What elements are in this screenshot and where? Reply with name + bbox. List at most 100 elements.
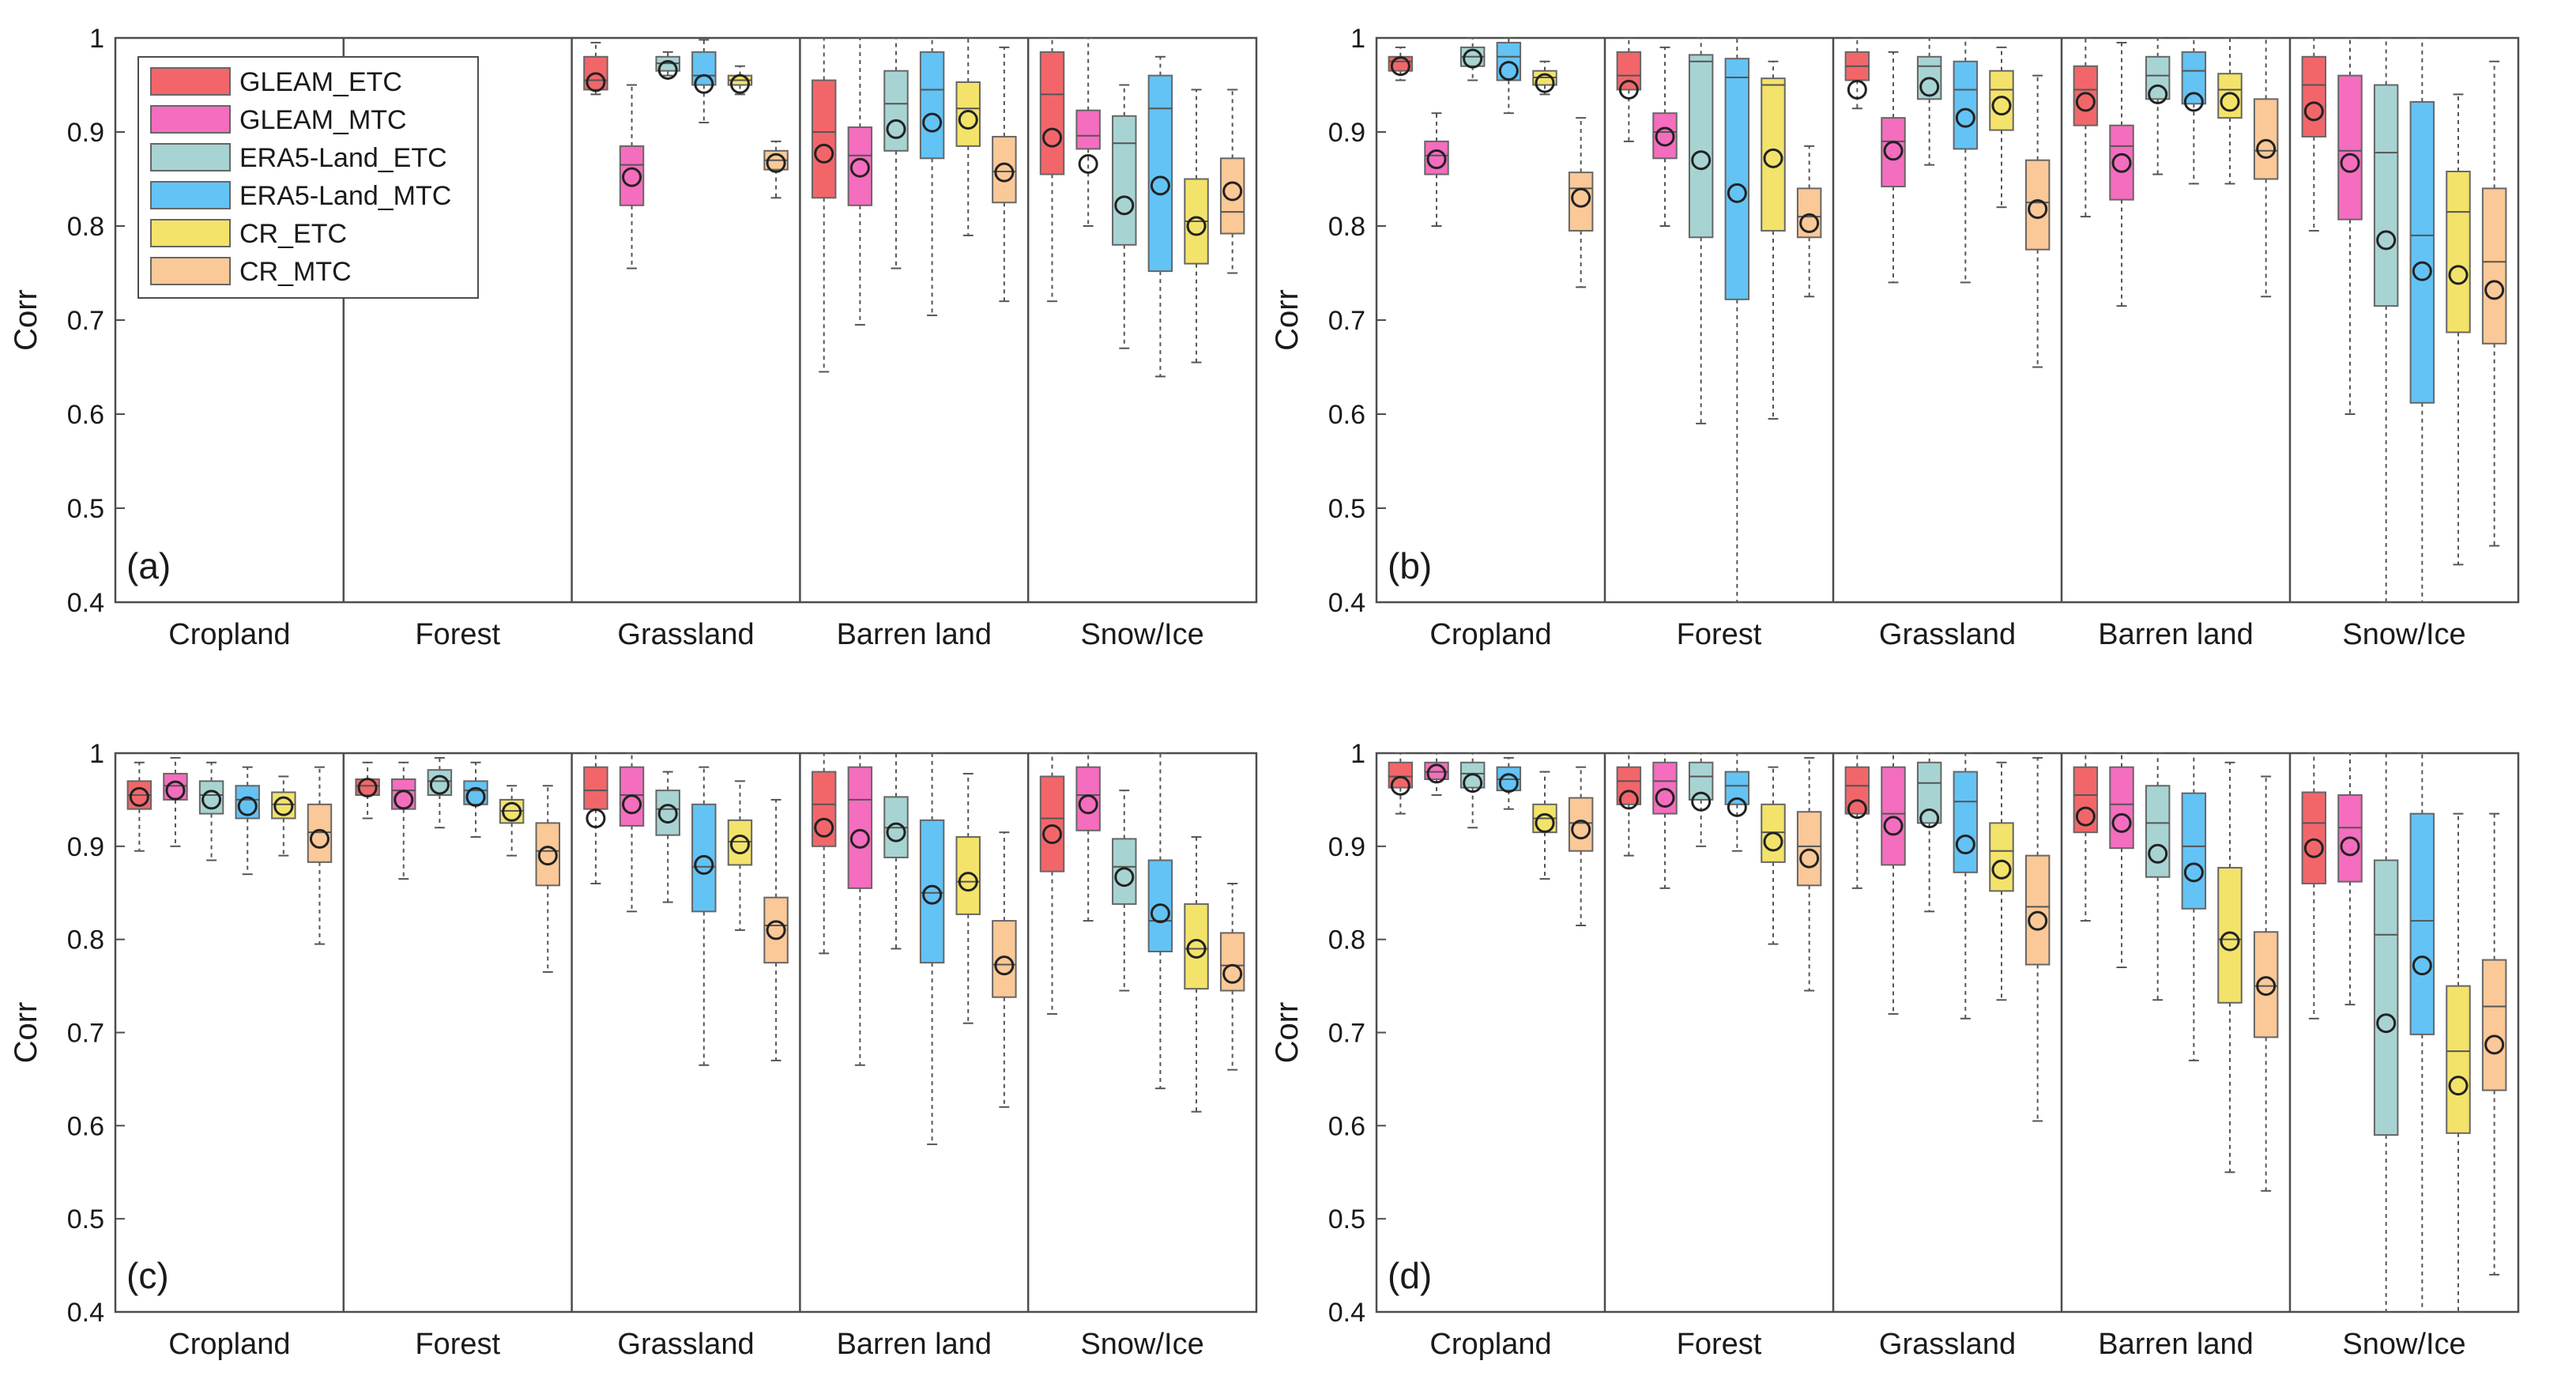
iqr-box (2073, 65, 2099, 126)
y-tick-label: 0.6 (1328, 1111, 1365, 1141)
y-tick-label: 0.4 (1328, 588, 1365, 618)
box-ERA5-Land_MTC (2181, 752, 2207, 1061)
iqr-box (1953, 771, 1979, 873)
mean-marker (1883, 141, 1904, 161)
y-axis-label: Corr (1270, 289, 1305, 351)
mean-marker (429, 775, 450, 795)
mean-marker (465, 786, 486, 807)
box-ERA5-Land_MTC (919, 37, 945, 317)
box-GLEAM_MTC (847, 752, 873, 1066)
mean-marker (1955, 834, 1975, 854)
legend-label: GLEAM_ETC (239, 67, 402, 97)
box-GLEAM_MTC (847, 37, 873, 326)
iqr-box (955, 836, 981, 915)
iqr-box (691, 803, 717, 913)
box-CR_MTC (763, 798, 789, 1061)
mean-marker (1390, 56, 1410, 77)
box-GLEAM_MTC (1424, 752, 1449, 797)
y-tick-label: 0.4 (67, 588, 104, 618)
iqr-box (2409, 100, 2435, 404)
box-GLEAM_ETC (583, 752, 608, 884)
iqr-box (1688, 761, 1714, 801)
iqr-box (1075, 109, 1101, 150)
iqr-box (1112, 838, 1137, 905)
category-label: Grassland (617, 618, 754, 651)
mean-marker (849, 828, 870, 849)
iqr-box (1724, 58, 1750, 300)
legend-swatch (150, 257, 231, 285)
box-CR_MTC (763, 140, 789, 199)
mean-marker (394, 790, 414, 810)
iqr-box (919, 51, 945, 160)
mean-marker (1571, 820, 1591, 840)
box-ERA5-Land_MTC (1496, 37, 1522, 115)
box-GLEAM_ETC (1616, 37, 1642, 142)
mean-marker (2075, 92, 2096, 112)
box-GLEAM_ETC (2073, 37, 2099, 218)
y-tick-label: 0.9 (1328, 832, 1365, 862)
mean-marker (2376, 230, 2397, 251)
iqr-box (1796, 187, 1822, 239)
category-label: Barren land (837, 1328, 992, 1361)
box-ERA5-Land_MTC (2181, 37, 2207, 185)
box-ERA5-Land_ETC (1459, 37, 1486, 81)
box-GLEAM_MTC (2337, 752, 2363, 1006)
box-ERA5-Land_ETC (1112, 84, 1137, 349)
mean-marker (1655, 788, 1675, 808)
mean-marker (537, 846, 558, 866)
mean-marker (1114, 867, 1135, 888)
y-tick-label: 0.9 (67, 118, 104, 148)
box-CR_MTC (1796, 756, 1822, 992)
mean-marker (1847, 799, 1867, 820)
y-tick-label: 0.7 (67, 306, 104, 336)
box-ERA5-Land_ETC (1688, 37, 1714, 424)
iqr-box (2301, 791, 2327, 884)
mean-marker (1078, 153, 1098, 174)
box-ERA5-Land_MTC (1496, 756, 1522, 810)
mean-marker (1847, 79, 1867, 100)
iqr-box (2181, 51, 2207, 105)
category-label: Cropland (1429, 618, 1551, 651)
box-GLEAM_MTC (619, 84, 645, 269)
y-tick-label: 1 (1350, 739, 1365, 769)
iqr-box (2481, 959, 2507, 1091)
box-GLEAM_ETC (126, 761, 153, 852)
box-CR_MTC (1796, 145, 1822, 298)
mean-marker (886, 119, 906, 139)
box-CR_ETC (1989, 46, 2014, 209)
category-label: Forest (1677, 1328, 1762, 1361)
iqr-box (1616, 51, 1642, 91)
mean-marker (2448, 1076, 2469, 1096)
box-GLEAM_MTC (1075, 752, 1101, 922)
mean-marker (766, 920, 786, 940)
mean-marker (2376, 1013, 2397, 1034)
mean-marker (849, 157, 870, 178)
mean-marker (586, 72, 606, 92)
box-GLEAM_ETC (2301, 37, 2327, 232)
box-GLEAM_ETC (1844, 752, 1870, 889)
box-ERA5-Land_ETC (1112, 790, 1137, 992)
mean-marker (2256, 976, 2277, 997)
iqr-box (1112, 115, 1137, 246)
box-GLEAM_MTC (163, 756, 188, 847)
iqr-box (1219, 932, 1245, 992)
legend-swatch (150, 219, 231, 247)
box-CR_MTC (307, 766, 333, 945)
y-tick-label: 0.4 (1328, 1298, 1365, 1328)
mean-marker (766, 153, 786, 173)
box-GLEAM_ETC (1039, 752, 1065, 1015)
y-axis-label: Corr (9, 1002, 43, 1064)
box-CR_MTC (1568, 117, 1594, 288)
box-CR_MTC (992, 46, 1017, 303)
iqr-box (1953, 60, 1979, 150)
y-tick-label: 0.6 (67, 1111, 104, 1141)
panels: 0.4 0.5 0.6 0.7 0.8 0.9 1 Corr Cropland Forest Gra… (9, 24, 2520, 1361)
mean-marker (1535, 812, 1555, 833)
legend-label: CR_ETC (239, 219, 347, 249)
panel-3: 0.4 0.5 0.6 0.7 0.8 0.9 1 Corr Cropland Forest Gra… (9, 739, 1258, 1361)
mean-marker (1222, 181, 1243, 202)
mean-marker (1955, 107, 1975, 128)
y-tick-label: 0.8 (67, 925, 104, 955)
box-ERA5-Land_MTC (691, 766, 717, 1066)
